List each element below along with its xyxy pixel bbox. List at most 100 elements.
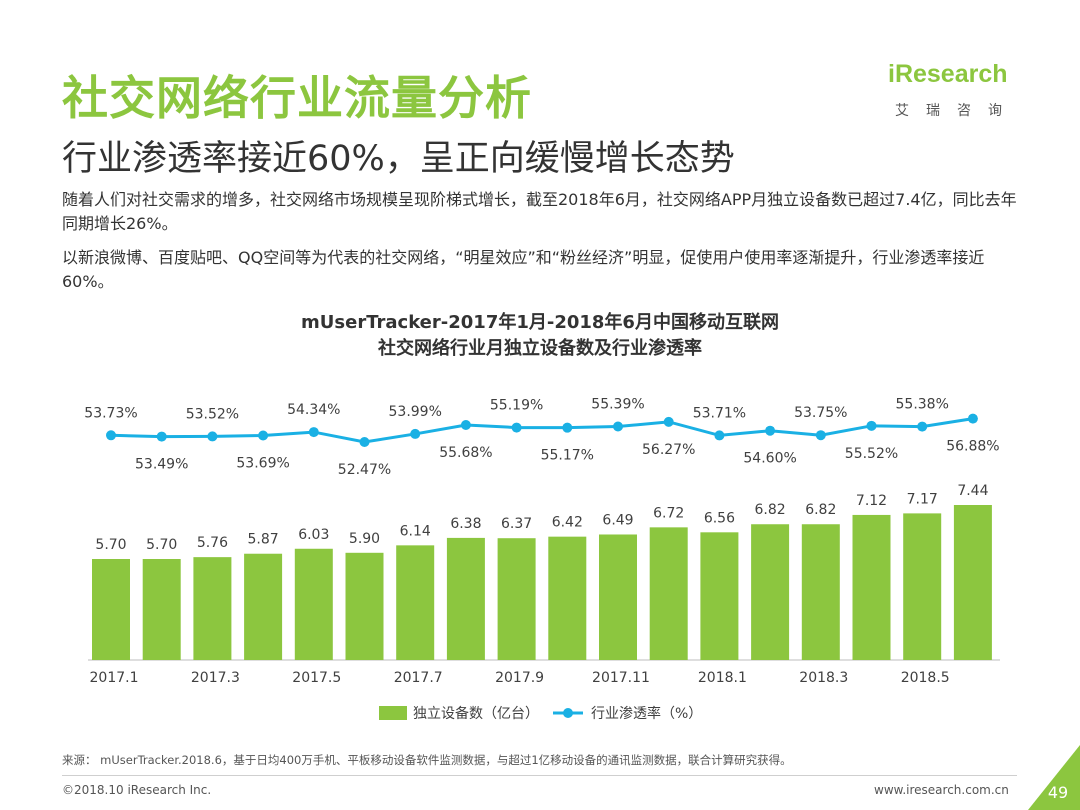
bar-2017.12 [649,527,688,660]
penetration-line [110,417,974,444]
bar-label-2018.4: 7.12 [856,493,887,509]
bar-label-2017.1: 5.70 [95,537,126,553]
bar-2017.5 [294,548,333,660]
line-point-2017.6 [359,436,370,447]
bar-label-2017.5: 6.03 [298,527,329,543]
source-note: 来源： mUserTracker.2018.6，基于日均400万手机、平板移动设… [62,753,792,767]
bar-label-2017.9: 6.37 [501,516,532,532]
chart-title-line-1: mUserTracker-2017年1月-2018年6月中国移动互联网 [301,312,779,333]
bar-2018.6 [953,505,992,660]
line-point-2018.2 [765,425,776,436]
x-tick-2018.3: 2018.3 [799,670,848,686]
copyright: ©2018.10 iResearch Inc. [62,783,212,797]
page-corner-shape [1028,745,1080,810]
line-label-2018.1: 53.71% [693,405,746,421]
line-point-2017.11 [613,421,623,432]
line-label-2017.10: 55.17% [541,448,594,464]
line-label-2018.4: 55.52% [845,446,898,462]
footer-divider [62,775,1017,776]
site-url[interactable]: www.iresearch.com.cn [874,783,1009,797]
line-label-2017.1: 53.73% [84,405,137,421]
x-tick-2017.7: 2017.7 [394,670,443,686]
line-label-2017.5: 54.34% [287,402,340,418]
line-label-2017.6: 52.47% [338,462,391,478]
bar-label-2017.6: 5.90 [349,531,380,547]
line-point-2017.12 [663,416,674,427]
x-tick-2018.1: 2018.1 [698,670,747,686]
bar-label-2017.8: 6.38 [450,516,481,532]
iresearch-logo: iResearch 艾瑞咨询 [888,60,1038,124]
combo-chart: 5.70 5.70 5.76 5.87 6.03 5.90 6.14 6.38 6.37 6.42… [84,397,1000,722]
line-point-2018.6 [967,413,978,424]
bar-2018.1 [700,532,739,660]
bar-2017.3 [193,557,232,660]
body-paragraph-2: 以新浪微博、百度贴吧、QQ空间等为代表的社交网络，“明星效应”和“粉丝经济”明显… [62,248,985,291]
bar-label-2018.6: 7.44 [957,483,988,499]
x-tick-2017.9: 2017.9 [495,670,544,686]
bar-2017.10 [548,536,587,660]
line-point-2017.8 [460,419,471,430]
bar-2017.11 [599,534,637,660]
line-point-2018.5 [917,421,928,432]
x-tick-2017.11: 2017.11 [592,670,650,686]
line-label-2017.2: 53.49% [135,457,188,473]
line-label-2017.8: 55.68% [439,445,492,461]
bar-label-2018.2: 6.82 [755,502,786,518]
bar-label-2017.4: 5.87 [248,532,279,548]
bar-label-2017.7: 6.14 [400,523,431,539]
bar-2017.6 [345,552,384,660]
page-number: 49 [1047,783,1069,802]
page-subtitle: 行业渗透率接近60%，呈正向缓慢增长态势 [62,139,735,179]
bar-2018.5 [903,513,942,660]
line-label-2018.2: 54.60% [743,451,796,467]
line-label-2018.5: 55.38% [896,397,949,413]
line-label-2017.12: 56.27% [642,442,695,458]
line-point-2018.1 [714,430,725,441]
bar-2017.4 [244,553,283,660]
bar-label-2018.3: 6.82 [805,502,836,518]
bar-label-2017.2: 5.70 [146,537,177,553]
line-point-2017.3 [207,431,218,442]
line-point-2017.10 [562,422,573,433]
logo-wordmark: iResearch [888,60,1008,88]
line-label-2018.3: 53.75% [794,405,847,421]
x-tick-2018.5: 2018.5 [901,670,950,686]
line-point-2017.2 [156,431,167,442]
line-point-2018.4 [866,420,877,431]
line-point-2018.3 [815,430,826,441]
chart-title-line-2: 社交网络行业月独立设备数及行业渗透率 [378,338,702,359]
legend-line-label: 行业渗透率（%） [591,705,702,722]
bar-2018.4 [852,514,891,660]
x-tick-2017.3: 2017.3 [191,670,240,686]
bar-label-2018.1: 6.56 [704,510,735,526]
bar-label-2017.11: 6.49 [602,512,633,528]
body-paragraph-1: 随着人们对社交需求的增多，社交网络市场规模呈现阶梯式增长，截至2018年6月，社… [62,190,1017,233]
x-tick-2017.5: 2017.5 [292,670,341,686]
bar-label-2017.10: 6.42 [552,515,583,531]
line-point-2017.5 [308,427,319,438]
bar-label-2018.5: 7.17 [907,491,938,507]
legend-bar-label: 独立设备数（亿台） [413,705,539,722]
line-point-2017.4 [258,430,269,441]
legend-line-marker [563,708,573,718]
line-label-2017.3: 53.52% [186,406,239,422]
line-point-2017.1 [106,430,116,441]
legend-bar-swatch [379,706,407,720]
x-tick-2017.1: 2017.1 [90,670,139,686]
line-label-2017.9: 55.19% [490,398,543,414]
line-label-2017.11: 55.39% [591,397,644,413]
line-label-2017.4: 53.69% [236,456,289,472]
line-label-2017.7: 53.99% [389,404,442,420]
bar-2018.2 [751,524,790,660]
bar-label-2017.3: 5.76 [197,535,228,551]
bar-2017.2 [142,559,181,660]
bar-2017.1 [92,559,130,660]
bar-2018.3 [801,524,840,660]
line-label-2018.6: 56.88% [946,439,999,455]
line-point-2017.7 [410,428,421,439]
bar-label-2017.12: 6.72 [653,505,684,521]
bar-2017.9 [497,538,536,660]
line-point-2017.9 [511,422,522,433]
bar-2017.8 [446,537,485,660]
page-title: 社交网络行业流量分析 [62,71,532,125]
